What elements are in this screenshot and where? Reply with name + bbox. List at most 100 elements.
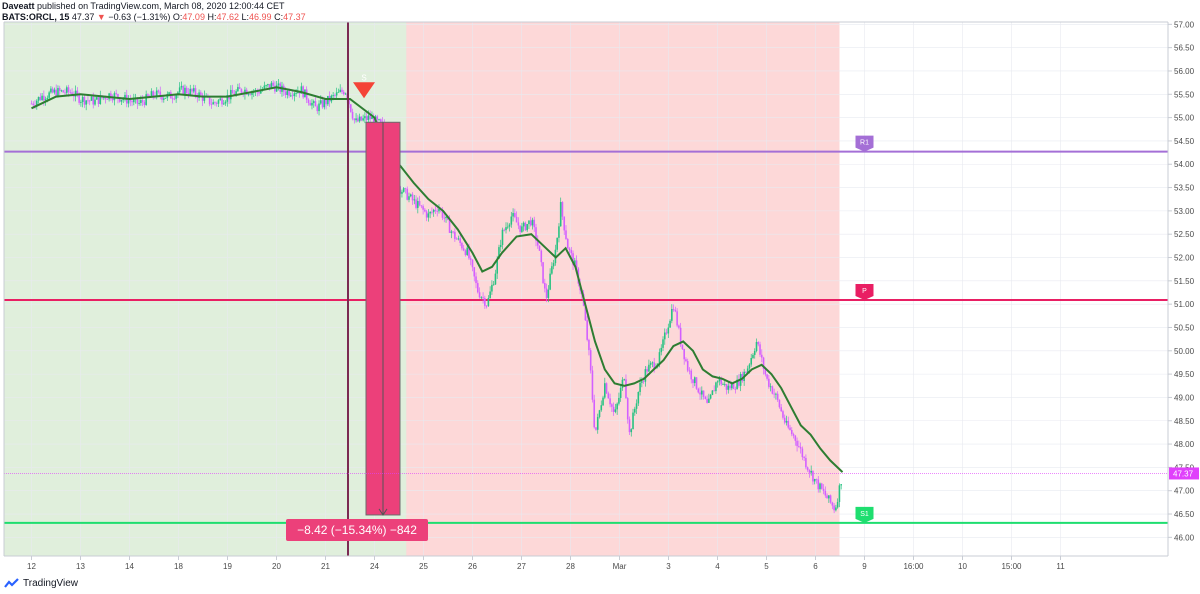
last-price-label: 47.37 [1173, 469, 1194, 478]
candle-body [725, 383, 728, 390]
signal-label: S [361, 73, 366, 82]
time-tick-label: 4 [715, 562, 720, 571]
candle-body [48, 92, 50, 98]
time-tick-label: 10 [958, 562, 967, 571]
candle-body [258, 92, 260, 94]
brand-label[interactable]: TradingView [23, 577, 79, 589]
candle-body [732, 383, 735, 390]
candle-body [355, 118, 357, 121]
candle-body [596, 417, 599, 430]
candle-body [286, 90, 289, 95]
open-value: 47.09 [182, 12, 205, 22]
candle-body [171, 98, 174, 100]
candle-body [334, 95, 336, 96]
candle-body [589, 350, 592, 371]
close-label: C: [274, 12, 284, 22]
candle-body [642, 381, 645, 383]
candle-body [494, 273, 497, 285]
candle-body [625, 379, 627, 399]
candle-body [669, 320, 671, 328]
candle-body [348, 100, 350, 105]
candle-body [796, 440, 798, 447]
candle-body [685, 359, 687, 362]
candle-body [73, 95, 75, 97]
candle-body [697, 388, 700, 393]
last-price: 47.37 [71, 12, 95, 22]
candle-body [353, 118, 356, 121]
candle-body [351, 111, 354, 119]
candle-body [519, 225, 521, 232]
candle-body [455, 238, 458, 240]
candle-body [358, 116, 361, 122]
candle-body [798, 446, 800, 447]
level-flag-s1 [855, 506, 874, 523]
candle-body [67, 87, 70, 92]
candle-body [611, 404, 613, 407]
candle-body [143, 102, 146, 105]
candle-body [161, 96, 163, 100]
symbol-label[interactable]: BATS:ORCL, 15 [2, 12, 70, 22]
candle-body [104, 97, 107, 100]
candle-body [512, 213, 514, 217]
candle-body [648, 364, 650, 372]
candle-body [275, 85, 278, 92]
candle-body [626, 398, 629, 420]
candle-body [824, 490, 827, 496]
candle-body [450, 231, 453, 233]
candle-body [231, 89, 234, 94]
candle-body [65, 87, 68, 93]
candle-body [773, 393, 775, 395]
time-tick-label: 5 [764, 562, 769, 571]
candle-body [103, 97, 105, 99]
candle-body [693, 377, 696, 384]
candle-body [514, 213, 516, 217]
candle-body [665, 332, 668, 334]
candle-body [118, 98, 121, 102]
candle-body [111, 98, 114, 101]
time-tick-label: Mar [613, 562, 627, 571]
candle-body [448, 219, 451, 233]
candle-body [443, 217, 446, 219]
candle-body [62, 90, 65, 93]
candle-body [794, 435, 797, 441]
candle-body [192, 88, 195, 92]
candle-body [586, 320, 588, 340]
level-label-r1: R1 [860, 140, 869, 147]
grid-layer [4, 22, 1168, 556]
trade-arrow-head-icon [378, 508, 388, 516]
candle-body [379, 119, 382, 122]
candle-body [558, 226, 560, 238]
candle-body [235, 91, 237, 96]
candle-body [604, 383, 606, 398]
candle-body [529, 220, 532, 226]
candle-body [701, 390, 703, 395]
candle-body [536, 240, 539, 246]
candle-body [214, 102, 216, 104]
candle-body [339, 89, 341, 92]
candle-body [187, 92, 190, 95]
candle-body [715, 382, 717, 392]
candle-body [769, 386, 772, 388]
candle-body [57, 88, 59, 97]
candle-body [164, 97, 167, 99]
candle-body [217, 100, 220, 104]
candle-body [753, 351, 756, 355]
time-tick-label: 14 [125, 562, 134, 571]
author-link[interactable]: Daveatt [2, 1, 35, 11]
candle-body [168, 92, 170, 94]
candle-body [78, 94, 80, 103]
candle-body [563, 216, 566, 231]
candle-body [540, 250, 543, 263]
candle-body [768, 378, 770, 387]
candle-body [515, 216, 518, 223]
candle-body [831, 502, 834, 506]
time-tick-label: 27 [517, 562, 526, 571]
candle-body [41, 95, 43, 101]
candle-body [175, 94, 177, 99]
candle-body [141, 100, 144, 103]
candle-body [487, 298, 490, 306]
candle-body [184, 87, 186, 94]
candle-body [503, 229, 506, 231]
candle-body [163, 98, 165, 100]
